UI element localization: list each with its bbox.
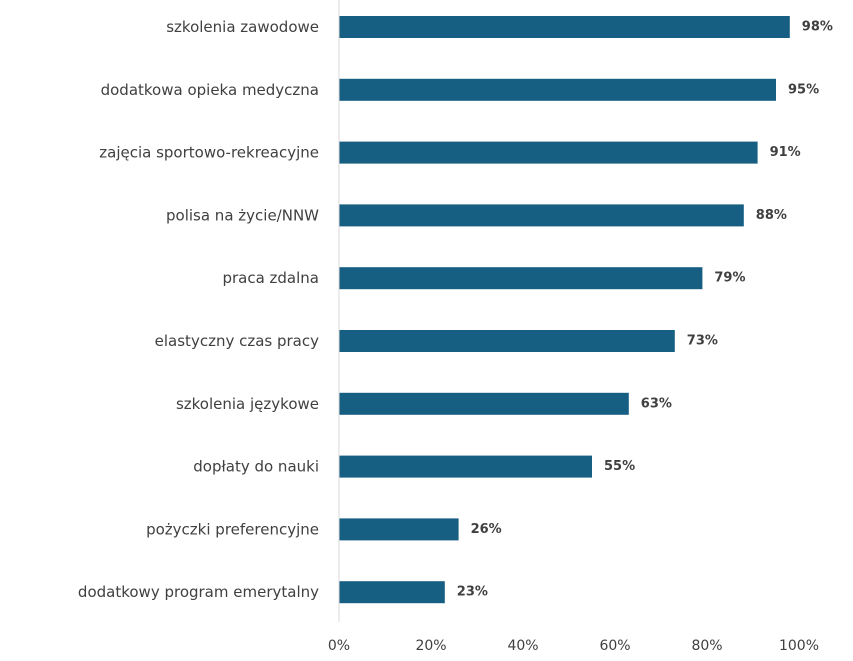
bar: [339, 78, 776, 101]
bars-layer: [339, 16, 790, 604]
data-label: 98%: [802, 20, 833, 35]
category-label: praca zdalna: [222, 269, 319, 287]
category-labels-layer: szkolenia zawodowe dodatkowa opieka medyc…: [78, 18, 319, 601]
category-label: dodatkowy program emerytalny: [78, 583, 319, 601]
data-label: 95%: [788, 82, 819, 97]
data-label: 63%: [641, 396, 672, 411]
bar: [339, 267, 703, 290]
bar: [339, 518, 459, 541]
bar: [339, 581, 445, 604]
x-tick-label: 80%: [691, 638, 722, 654]
data-label: 88%: [756, 208, 787, 223]
value-labels-layer: 98% 95% 91% 88% 79% 73% 63% 55% 26% 23%: [457, 20, 833, 600]
bar: [339, 141, 758, 164]
x-tick-label: 0%: [328, 638, 350, 654]
category-label: pożyczki preferencyjne: [146, 520, 319, 538]
data-label: 23%: [457, 585, 488, 600]
bar: [339, 455, 592, 478]
data-label: 73%: [687, 334, 718, 349]
bar: [339, 392, 629, 415]
data-label: 26%: [471, 522, 502, 537]
x-axis-ticks-layer: 0% 20% 40% 60% 80% 100%: [328, 638, 819, 654]
x-tick-label: 40%: [507, 638, 538, 654]
x-tick-label: 20%: [415, 638, 446, 654]
category-label: szkolenia językowe: [176, 395, 319, 413]
x-tick-label: 100%: [779, 638, 819, 654]
data-label: 91%: [770, 145, 801, 160]
bar: [339, 204, 744, 227]
bar: [339, 16, 790, 38]
category-label: dopłaty do nauki: [193, 458, 319, 476]
data-label: 55%: [604, 459, 635, 474]
category-label: dodatkowa opieka medyczna: [101, 81, 319, 99]
x-tick-label: 60%: [599, 638, 630, 654]
bar: [339, 330, 675, 352]
category-label: szkolenia zawodowe: [166, 18, 319, 36]
category-label: polisa na życie/NNW: [166, 206, 319, 224]
category-label: zajęcia sportowo-rekreacyjne: [99, 144, 319, 162]
category-label: elastyczny czas pracy: [155, 332, 319, 350]
data-label: 79%: [714, 271, 745, 286]
